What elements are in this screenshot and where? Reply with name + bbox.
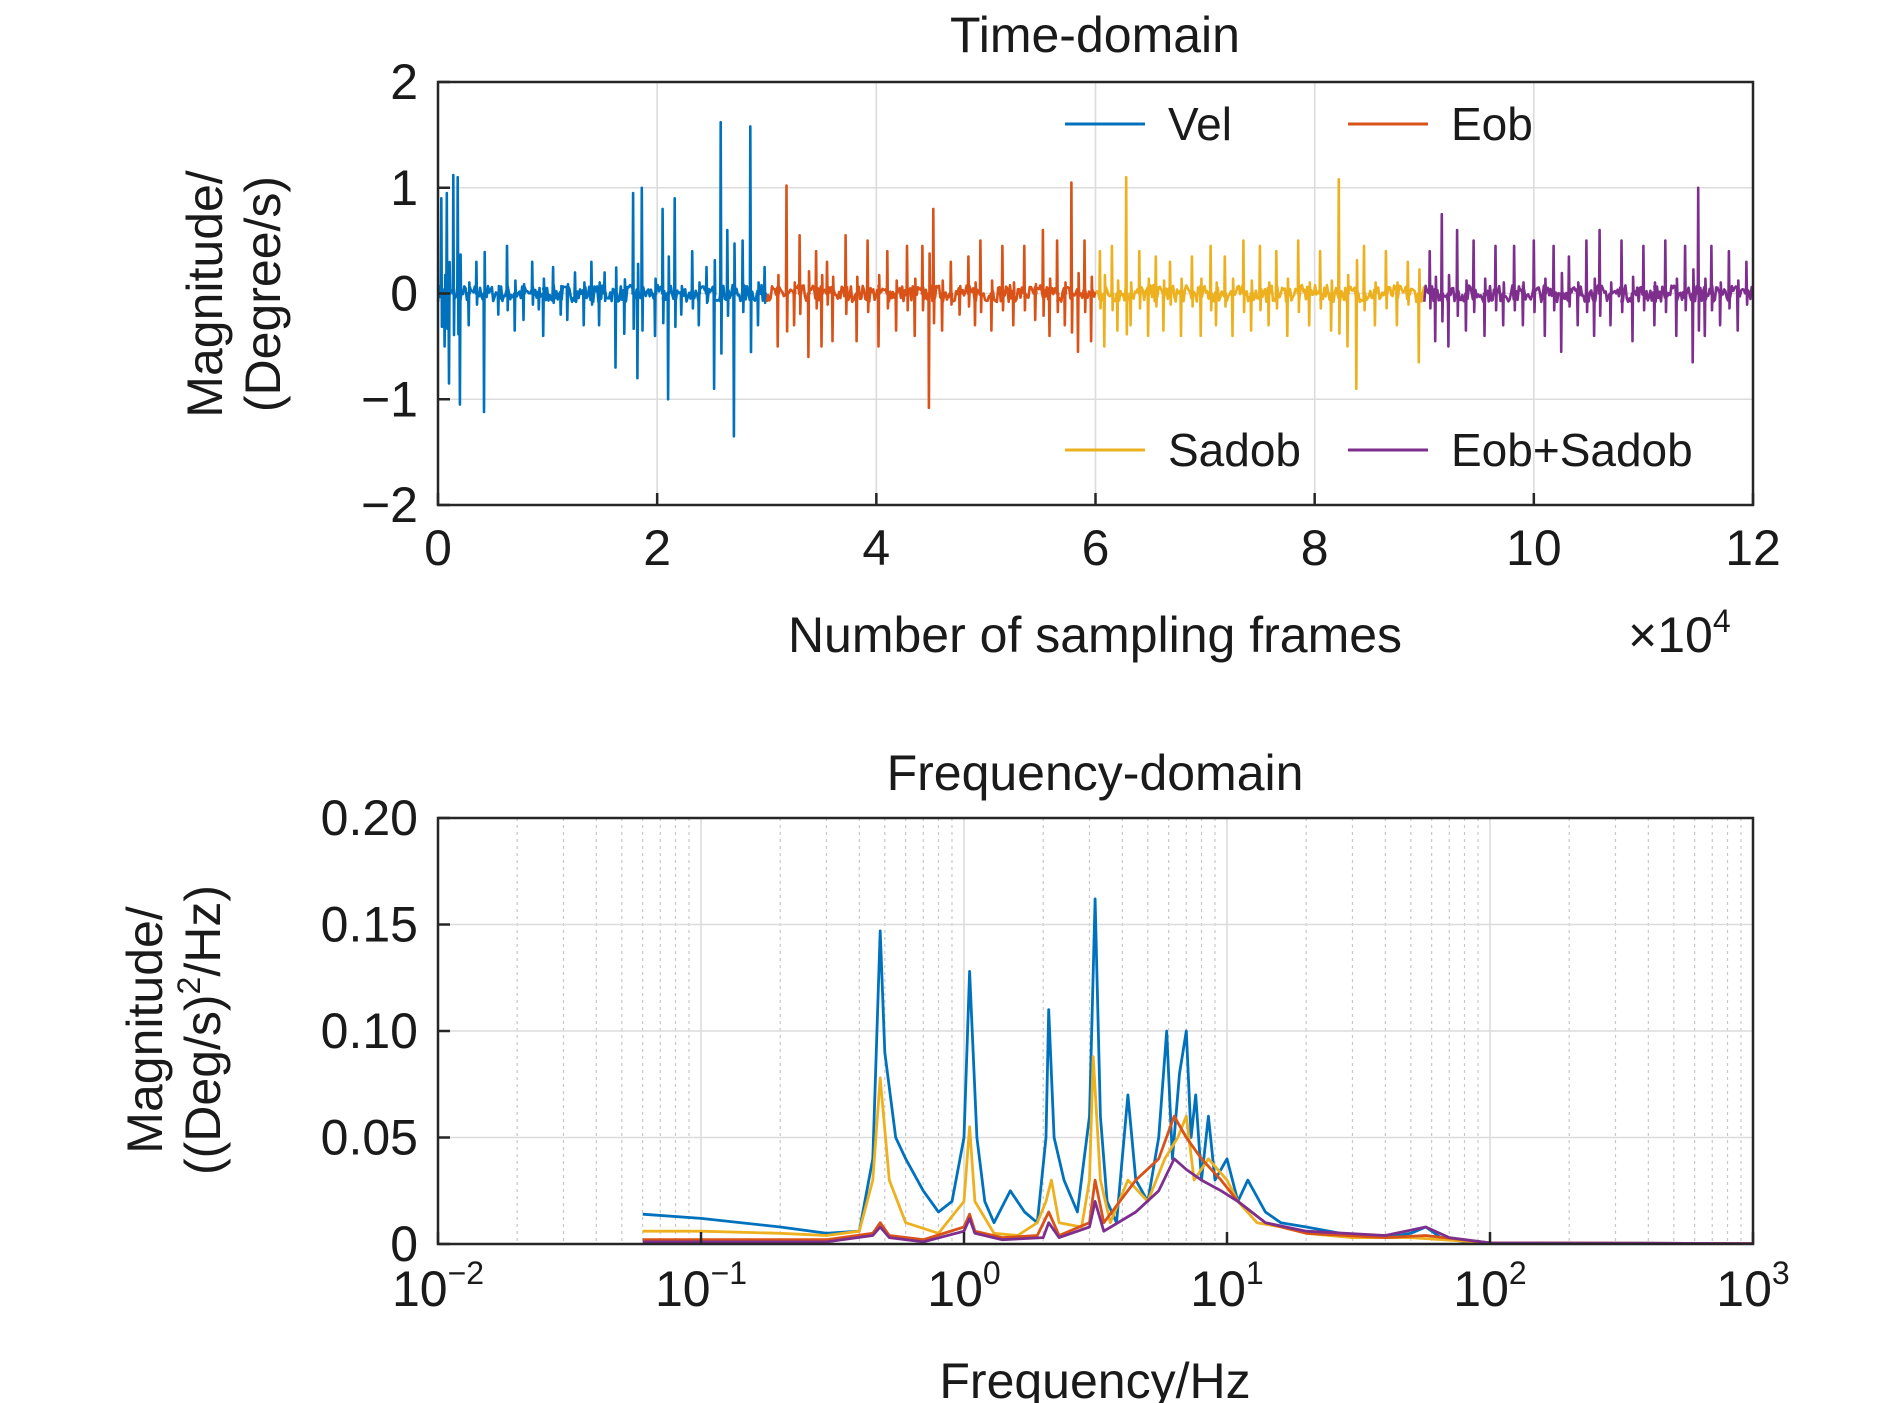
freq-y-tick-label: 0.15 (321, 897, 418, 953)
time-y-tick-label: −2 (361, 477, 418, 533)
time-x-tick-label: 4 (862, 520, 890, 576)
time-x-tick-label: 0 (424, 520, 452, 576)
frequency-domain-y-label-line2: ((Deg/s)2/Hz) (171, 885, 231, 1175)
freq-x-tick-label: 100 (927, 1255, 1000, 1317)
freq-y-tick-label: 0 (390, 1216, 418, 1272)
legend-entry-label: Eob (1451, 98, 1533, 150)
y-label-line2-base: ((Deg/s) (175, 994, 231, 1175)
time-y-tick-label: 2 (390, 54, 418, 110)
time-domain-y-label: Magnitude/ (Degree/s) (177, 170, 291, 417)
time-domain-legend: Vel Eob Sadob Eob+Sadob (1065, 98, 1693, 476)
frequency-domain-y-label-line1: Magnitude/ (117, 906, 173, 1153)
time-x-tick-label: 2 (643, 520, 671, 576)
time-domain-chart: Time-domain 0 2 4 6 8 10 12 210−1−2 Number of … (177, 7, 1781, 663)
freq-x-tick-label: 10−2 (392, 1255, 484, 1317)
time-domain-x-label: Number of sampling frames (788, 607, 1402, 663)
frequency-domain-x-ticks: 10−2 10−1 100 101 102 103 (392, 1232, 1790, 1317)
y-label-line2-suffix: /Hz) (175, 885, 231, 977)
time-series-line-eob (765, 181, 1097, 409)
time-series-line-vel (436, 120, 769, 438)
time-domain-series (436, 120, 1755, 438)
time-domain-x-multiplier: ×104 (1628, 603, 1731, 663)
freq-y-tick-label: 0.05 (321, 1110, 418, 1166)
x-multiplier-base: ×10 (1628, 607, 1713, 663)
time-y-tick-label: −1 (361, 371, 418, 427)
legend-entry-label: Vel (1168, 98, 1232, 150)
time-y-tick-label: 0 (390, 266, 418, 322)
freq-y-tick-label: 0.10 (321, 1003, 418, 1059)
frequency-domain-chart: Frequency-domain 10−2 10−1 100 101 102 103 0.… (117, 745, 1790, 1403)
time-x-tick-label: 8 (1301, 520, 1329, 576)
time-x-tick-label: 12 (1725, 520, 1781, 576)
freq-x-tick-label: 101 (1190, 1255, 1263, 1317)
freq-y-tick-label: 0.20 (321, 790, 418, 846)
freq-x-tick-label: 102 (1453, 1255, 1526, 1317)
frequency-domain-series (642, 897, 1754, 1245)
freq-series-line-eob-sadob (642, 1157, 1754, 1245)
y-label-line2-exponent: 2 (171, 977, 207, 995)
time-series-line-sadob (1094, 175, 1426, 390)
time-series-line-eob-sadob (1423, 186, 1755, 364)
frequency-domain-y-label: Magnitude/ ((Deg/s)2/Hz) (117, 885, 231, 1175)
freq-x-tick-label: 10−1 (655, 1255, 747, 1317)
x-multiplier-exponent: 4 (1713, 603, 1731, 639)
time-domain-title: Time-domain (950, 7, 1240, 63)
time-domain-y-label-line2: (Degree/s) (235, 176, 291, 412)
frequency-domain-x-label: Frequency/Hz (939, 1353, 1250, 1403)
time-domain-y-ticks: 2 1 0 −1 −2 (361, 54, 450, 533)
frequency-domain-title: Frequency-domain (887, 745, 1304, 801)
frequency-domain-y-ticks: 0.20 0.15 0.10 0.05 0 (321, 790, 450, 1272)
legend-entry-label: Eob+Sadob (1451, 424, 1693, 476)
freq-x-tick-label: 103 (1716, 1255, 1789, 1317)
time-x-tick-label: 10 (1506, 520, 1562, 576)
time-domain-y-label-line1: Magnitude/ (177, 170, 233, 417)
legend-entry-label: Sadob (1168, 424, 1301, 476)
time-domain-x-ticks: 0 2 4 6 8 10 12 (424, 493, 1781, 576)
time-x-tick-label: 6 (1082, 520, 1110, 576)
freq-series-line-sadob (642, 1055, 1754, 1245)
freq-series-line-vel (642, 897, 1754, 1245)
time-y-tick-label: 1 (390, 160, 418, 216)
